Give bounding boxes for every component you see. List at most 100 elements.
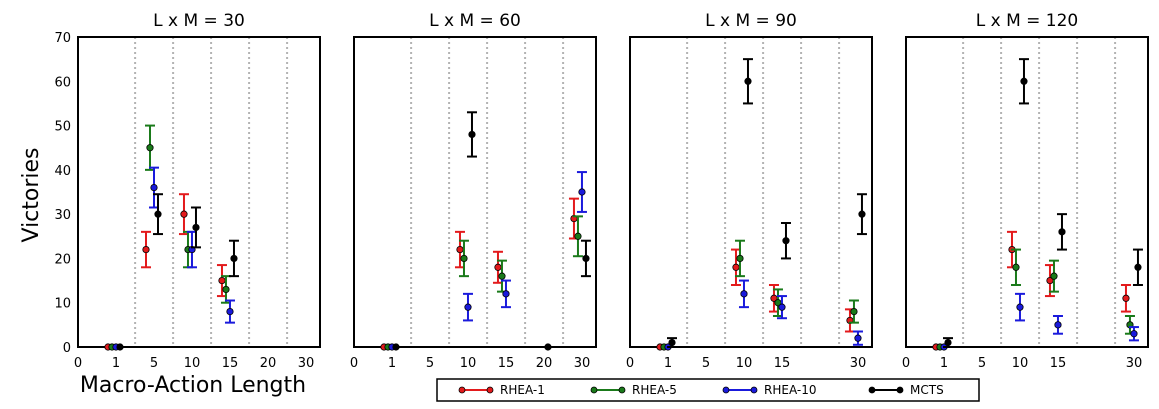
- x-tick-label: 15: [222, 356, 239, 371]
- x-tick-label: 5: [978, 356, 986, 371]
- legend-label: MCTS: [910, 383, 944, 397]
- x-tick-label: 10: [1012, 356, 1029, 371]
- data-point: [464, 303, 472, 311]
- series-mcts: [942, 58, 1143, 348]
- x-tick-label: 15: [498, 356, 515, 371]
- legend-marker: [722, 386, 730, 394]
- data-point: [544, 343, 552, 351]
- panel-title: L x M = 90: [705, 11, 797, 31]
- x-tick-label: 10: [460, 356, 477, 371]
- x-tick-label: 15: [1050, 356, 1067, 371]
- data-point: [494, 263, 502, 271]
- y-axis-label: Victories: [19, 147, 44, 242]
- y-tick-label: 50: [54, 120, 71, 135]
- series-rhea-1: [104, 193, 227, 351]
- legend-marker: [618, 386, 626, 394]
- data-point: [116, 343, 124, 351]
- data-point: [858, 210, 866, 218]
- panel-2: L x M = 600 1 5 10 15 20 30: [350, 11, 597, 371]
- panel-frame: [905, 36, 1149, 348]
- panel-frame: [77, 36, 321, 348]
- legend-item-rhea-1: RHEA-1: [458, 383, 545, 397]
- x-tick-label: 30: [574, 356, 591, 371]
- legend-item-mcts: MCTS: [868, 383, 944, 397]
- data-point: [744, 77, 752, 85]
- y-tick-label: 10: [54, 297, 71, 312]
- series-mcts: [116, 193, 239, 351]
- data-point: [460, 254, 468, 263]
- series-rhea-5: [108, 124, 231, 351]
- x-tick-label: 30: [1126, 356, 1143, 371]
- data-point: [574, 232, 582, 240]
- data-point: [498, 272, 506, 280]
- data-point: [1016, 303, 1024, 311]
- panel-title: L x M = 120: [976, 11, 1079, 31]
- data-point: [1050, 272, 1058, 280]
- x-tick-label: 1: [664, 356, 672, 371]
- data-point: [150, 183, 158, 192]
- data-point: [740, 290, 748, 298]
- y-tick-label: 0: [63, 341, 71, 356]
- x-tick-label: 1: [112, 356, 120, 371]
- data-point: [850, 307, 858, 316]
- x-tick-label: 20: [536, 356, 553, 371]
- legend-label: RHEA-5: [632, 383, 677, 397]
- data-point: [578, 188, 586, 196]
- series-rhea-5: [660, 239, 859, 351]
- x-tick-label: 20: [260, 356, 277, 371]
- data-point: [1130, 330, 1138, 338]
- panel-frame: [353, 36, 597, 348]
- x-axis-label: Macro-Action Length: [80, 373, 306, 398]
- series-mcts: [392, 111, 591, 351]
- y-tick-label: 60: [54, 75, 71, 90]
- x-tick-label: 10: [184, 356, 201, 371]
- data-point: [668, 338, 676, 347]
- x-tick-label: 0: [902, 356, 910, 371]
- data-point: [154, 210, 162, 218]
- data-point: [218, 276, 226, 285]
- data-point: [456, 245, 464, 254]
- data-point: [392, 343, 400, 351]
- legend-frame: [436, 378, 980, 402]
- panel-3: L x M = 900 1 5 10 15 30: [626, 11, 873, 371]
- x-tick-label: 15: [774, 356, 791, 371]
- legend-marker: [486, 386, 494, 394]
- legend: RHEA-1 RHEA-5 RHEA-10 MCTS: [436, 378, 980, 402]
- legend-marker: [750, 386, 758, 394]
- legend-marker: [458, 386, 466, 394]
- y-tick-label: 70: [54, 31, 71, 46]
- data-point: [180, 210, 188, 218]
- data-point: [468, 130, 476, 139]
- data-point: [1012, 263, 1020, 271]
- x-tick-label: 0: [626, 356, 634, 371]
- data-point: [1058, 228, 1066, 236]
- data-point: [1020, 77, 1028, 85]
- legend-item-rhea-10: RHEA-10: [722, 383, 817, 397]
- x-tick-label: 5: [702, 356, 710, 371]
- y-tick-label: 40: [54, 164, 71, 179]
- panel-frame: [629, 36, 873, 348]
- data-point: [782, 237, 790, 245]
- x-tick-label: 1: [388, 356, 396, 371]
- data-point: [1122, 294, 1130, 302]
- data-point: [502, 290, 510, 298]
- data-point: [736, 254, 744, 263]
- series-rhea-5: [936, 248, 1135, 351]
- legend-label: RHEA-1: [500, 383, 545, 397]
- legend-item-rhea-5: RHEA-5: [590, 383, 677, 397]
- legend-marker: [868, 386, 876, 394]
- series-rhea-10: [940, 292, 1139, 351]
- x-tick-label: 10: [736, 356, 753, 371]
- data-point: [226, 307, 234, 316]
- legend-marker: [896, 386, 904, 394]
- data-point: [146, 144, 154, 152]
- y-tick-label: 20: [54, 252, 71, 267]
- x-tick-label: 1: [940, 356, 948, 371]
- x-tick-label: 30: [850, 356, 867, 371]
- panel-title: L x M = 60: [429, 11, 521, 31]
- series-rhea-10: [664, 279, 863, 351]
- y-tick-label: 30: [54, 208, 71, 223]
